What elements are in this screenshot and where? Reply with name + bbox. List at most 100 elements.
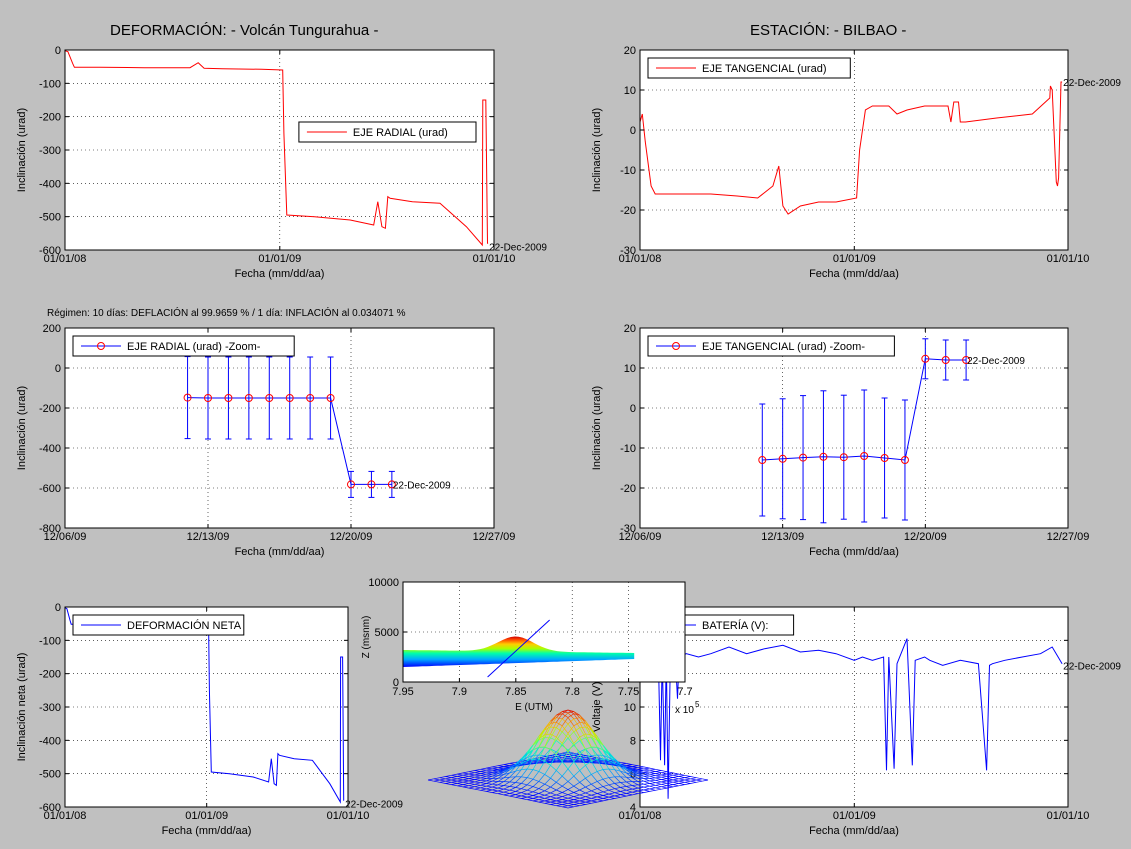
surface-mesh-line (474, 779, 481, 781)
surface-mesh-line (492, 781, 499, 785)
surface-mesh-line (556, 775, 563, 783)
surface-mesh-line (509, 770, 516, 774)
surface-mesh-line (474, 784, 481, 788)
surface-mesh-line (497, 785, 504, 789)
surface-mesh-line (480, 782, 487, 784)
surface-mesh-line (480, 768, 487, 771)
tangential_zoom-marker (860, 452, 869, 460)
surface-mesh-line (579, 792, 586, 796)
surface-mesh-line (439, 778, 446, 781)
surface-mesh-line (561, 737, 569, 746)
surface-mesh-line (538, 794, 545, 798)
net-ytick-label: -300 (39, 702, 61, 714)
surface-mesh-line (503, 772, 510, 779)
surface-mesh-line (690, 778, 697, 781)
surface-mesh-line (451, 779, 458, 782)
surface-mesh-line (579, 726, 586, 729)
surface-mesh-line (527, 789, 534, 793)
surface-mesh-line (457, 784, 464, 787)
surface-mesh-line (497, 784, 504, 786)
battery-chart: 01/01/0801/01/0901/01/1046810121416Fecha… (591, 602, 1121, 837)
surface-mesh-line (474, 781, 481, 784)
surface-mesh-line (579, 799, 586, 802)
radial_zoom-legend-box (72, 335, 295, 357)
surface-mesh-line (614, 762, 621, 767)
tangential_zoom-marker (900, 456, 909, 464)
surface-mesh-line (556, 789, 563, 793)
surface-mesh-line (497, 781, 504, 786)
surface-mesh-line (439, 781, 446, 784)
surface-mesh-line (585, 774, 592, 779)
surface-mesh-line (474, 770, 481, 772)
surface-mesh-line (573, 782, 580, 787)
surface-mesh-line (573, 802, 580, 805)
net-ytick-label: -600 (39, 802, 61, 814)
radial-ytick-label: -200 (39, 112, 61, 124)
surface-mesh-line (655, 772, 662, 774)
surface-mesh-line (521, 754, 528, 760)
surface-mesh-line (573, 753, 580, 756)
net-ytick-label: -200 (39, 669, 61, 681)
surface-mesh-line (567, 713, 574, 718)
surface-mesh-line (596, 781, 604, 787)
surface-mesh-line (643, 791, 650, 793)
surface-mesh-line (667, 781, 674, 784)
radial_zoom-ytick-label: -400 (39, 443, 61, 455)
surface-mesh-line (614, 759, 621, 765)
surface-mesh-line (544, 790, 551, 794)
surface-mesh-line (492, 773, 499, 775)
surface-mesh-line (468, 774, 475, 777)
surface-mesh-line (527, 791, 534, 795)
surface-mesh-line (585, 746, 592, 750)
surface-mesh-line (562, 797, 569, 800)
surface-mesh-line (544, 733, 551, 736)
surface-mesh-line (597, 769, 604, 772)
surface-mesh-line (544, 761, 551, 764)
surface-mesh-line (684, 781, 691, 784)
surface-mesh-line (503, 767, 510, 772)
surface-mesh-line (596, 740, 604, 750)
surface-mesh-line (678, 777, 685, 780)
surface-mesh-line (503, 788, 510, 791)
surface-mesh-line (544, 792, 551, 796)
tangential_zoom-ytick-label: 10 (624, 363, 636, 375)
surface-mesh-line (532, 781, 540, 787)
surface-mesh-line (492, 784, 499, 788)
surface-mesh-line (492, 786, 499, 789)
surface-mesh-line (462, 772, 469, 775)
surface-mesh-line (567, 751, 575, 762)
surface-mesh-line (608, 754, 615, 760)
radial_zoom-ytick-label: -600 (39, 483, 61, 495)
battery-xlabel: Fecha (mm/dd/aa) (809, 825, 899, 837)
surface-mesh-line (573, 761, 580, 771)
surface-mesh-line (562, 799, 569, 802)
radial_zoom-ytick-label: 0 (55, 363, 61, 375)
surface-mesh-line (567, 768, 575, 777)
surface-mesh-line (579, 794, 586, 798)
tangential_zoom-ytick-label: -30 (620, 523, 636, 535)
tangential_zoom-marker (921, 354, 930, 363)
tangential_zoom-annotation: 22-Dec-2009 (967, 356, 1025, 367)
surface-mesh-line (655, 787, 662, 790)
surface-mesh-line (427, 778, 434, 781)
battery-ylabel: Voltaje (V) (591, 682, 603, 733)
surface-mesh-line (661, 780, 668, 783)
surface-mesh-line (509, 793, 516, 795)
surface-mesh-line (602, 793, 609, 796)
surface-mesh-line (526, 749, 534, 755)
surface-mesh-line (503, 793, 510, 796)
surface-mesh-line (532, 786, 539, 789)
cross-section-profile-line (487, 619, 550, 678)
surface-mesh-line (480, 785, 487, 789)
surface-mesh-line (614, 788, 621, 792)
surface-mesh-line (643, 788, 650, 791)
surface-mesh-line (632, 781, 639, 786)
surface-mesh-line (614, 763, 621, 768)
surface-mesh-line (462, 780, 469, 783)
surface-mesh-line (632, 790, 639, 793)
surface-mesh-line (509, 794, 516, 797)
surface-mesh-line (427, 779, 434, 782)
surface-mesh-line (532, 754, 539, 756)
surface-mesh-line (526, 769, 534, 778)
surface-mesh-line (445, 778, 452, 781)
